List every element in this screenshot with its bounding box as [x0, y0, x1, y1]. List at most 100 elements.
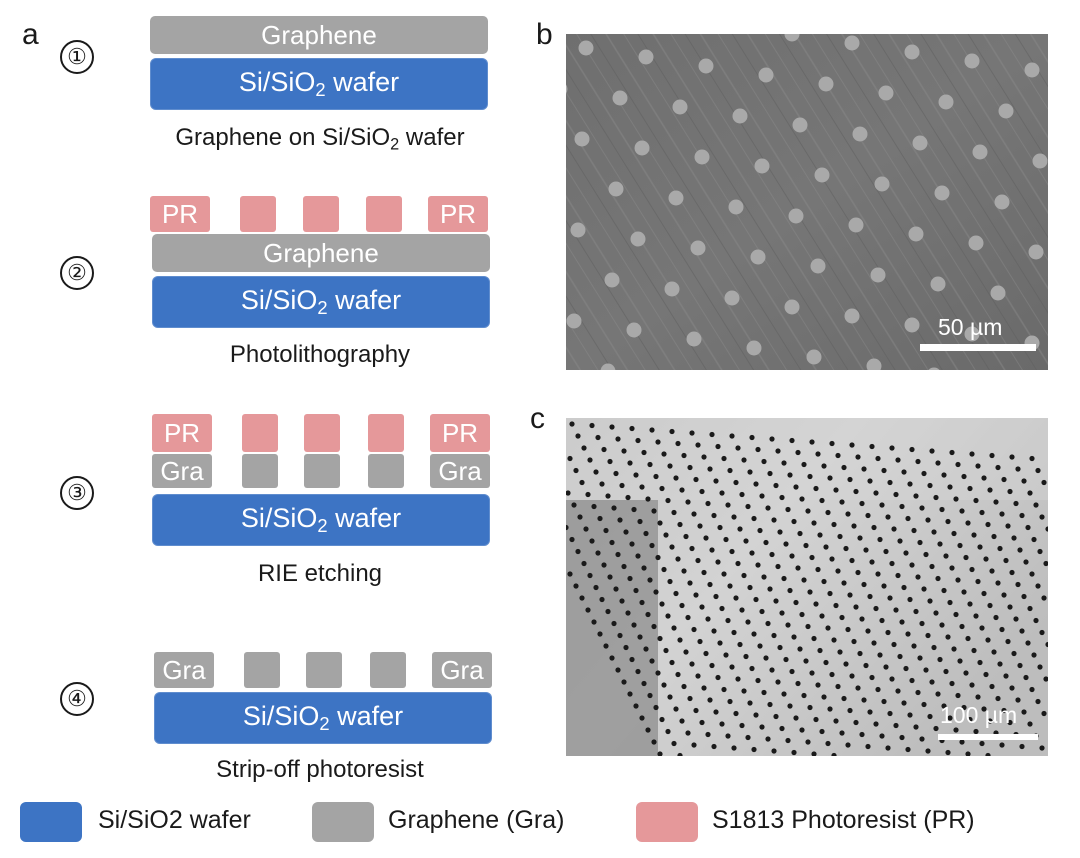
- pattern-dot: [1017, 662, 1023, 669]
- pattern-dot: [967, 601, 973, 607]
- pattern-dot: [805, 623, 811, 630]
- pattern-dot: [723, 652, 729, 658]
- pattern-dot: [625, 610, 631, 616]
- pattern-dot: [613, 470, 619, 477]
- pattern-dot: [979, 509, 985, 516]
- pattern-dot: [825, 740, 831, 747]
- legend-swatch-wafer: [20, 802, 82, 842]
- pattern-dot: [975, 578, 981, 585]
- pattern-dot: [581, 560, 587, 567]
- pattern-dot: [843, 545, 849, 552]
- pattern-dot: [769, 436, 775, 442]
- pattern-dot: [848, 217, 864, 233]
- pattern-dot: [681, 568, 687, 574]
- pattern-dot: [733, 710, 739, 717]
- pattern-dot: [733, 595, 739, 601]
- pattern-dot: [929, 679, 935, 685]
- pattern-dot: [729, 548, 735, 555]
- pattern-dot: [1035, 698, 1041, 705]
- pattern-dot: [1041, 595, 1047, 601]
- graphene-block: [242, 454, 278, 488]
- pattern-dot: [887, 479, 893, 486]
- pattern-dot: [857, 650, 863, 657]
- pattern-dot: [769, 667, 775, 673]
- pattern-dot: [975, 694, 981, 700]
- pattern-dot: [1041, 710, 1047, 717]
- pattern-dot: [609, 424, 615, 430]
- pattern-dot: [743, 538, 749, 544]
- legend-swatch-photoresist: [636, 802, 698, 842]
- pattern-dot: [649, 658, 655, 664]
- pattern-dot: [815, 451, 821, 457]
- pattern-dot: [923, 551, 929, 558]
- pattern-dot: [987, 487, 993, 493]
- pattern-dot: [905, 746, 911, 753]
- pattern-dot: [703, 650, 709, 657]
- pattern-dot: [630, 231, 646, 247]
- pattern-dot: [653, 589, 659, 595]
- pattern-dot: [741, 457, 747, 463]
- pattern-dot: [639, 715, 645, 721]
- pattern-dot: [909, 562, 915, 568]
- pattern-dot: [989, 452, 995, 459]
- pattern-dot: [908, 226, 924, 242]
- pattern-dot: [739, 607, 745, 613]
- pattern-dot: [685, 499, 691, 505]
- pattern-dot: [647, 692, 653, 699]
- pattern-dot: [595, 550, 601, 556]
- pattern-dot: [897, 653, 903, 660]
- micrograph-b: 50 µm: [566, 34, 1048, 370]
- pattern-dot: [925, 748, 931, 754]
- pattern-dot: [675, 671, 681, 678]
- pattern-dot: [990, 285, 1006, 301]
- pattern-dot: [735, 445, 741, 451]
- pattern-dot: [785, 506, 791, 513]
- pattern-dot: [745, 734, 751, 741]
- pattern-dot: [1031, 652, 1037, 658]
- pattern-dot: [983, 671, 989, 678]
- pattern-dot: [973, 497, 979, 504]
- pattern-dot: [663, 647, 669, 654]
- pattern-dot: [961, 589, 967, 595]
- pattern-dot: [621, 679, 627, 685]
- step-caption-2: Photolithography: [229, 341, 411, 368]
- pattern-dot: [807, 473, 813, 480]
- pattern-dot: [818, 76, 834, 92]
- pattern-dot: [998, 103, 1014, 119]
- graphene-block: [370, 652, 406, 688]
- pattern-dot: [965, 635, 971, 642]
- pattern-dot: [615, 667, 621, 673]
- pattern-dot: [699, 719, 705, 726]
- pattern-dot: [852, 126, 868, 142]
- pattern-dot: [775, 679, 781, 685]
- pattern-dot: [1033, 617, 1039, 624]
- pattern-dot: [907, 481, 913, 487]
- pattern-dot: [763, 655, 769, 661]
- pattern-dot: [1039, 629, 1045, 636]
- pattern-dot: [617, 632, 623, 639]
- pattern-dot: [971, 532, 977, 538]
- pattern-dot: [717, 524, 723, 531]
- pattern-dot: [849, 442, 855, 448]
- pattern-dot: [689, 430, 695, 436]
- pattern-dot: [927, 482, 933, 489]
- pattern-dot: [1011, 535, 1017, 541]
- pattern-dot: [935, 460, 941, 466]
- step-caption-1: Graphene on Si/SiO2 wafer: [175, 124, 465, 154]
- pattern-dot: [747, 469, 753, 475]
- pattern-dot: [631, 622, 637, 628]
- graphene-label: Graphene: [261, 19, 377, 50]
- pattern-dot: [959, 623, 965, 630]
- pattern-dot: [893, 607, 899, 613]
- pattern-dot: [689, 545, 695, 552]
- pattern-dot: [757, 643, 763, 649]
- graphene-block: Gra: [430, 454, 490, 488]
- pattern-dot: [731, 514, 737, 520]
- pattern-dot: [943, 553, 949, 559]
- pattern-dot: [711, 512, 717, 519]
- pattern-dot: [729, 664, 735, 670]
- pattern-dot: [795, 565, 801, 571]
- pattern-dot: [727, 583, 733, 589]
- pattern-dot: [955, 577, 961, 583]
- pattern-dot: [999, 511, 1005, 517]
